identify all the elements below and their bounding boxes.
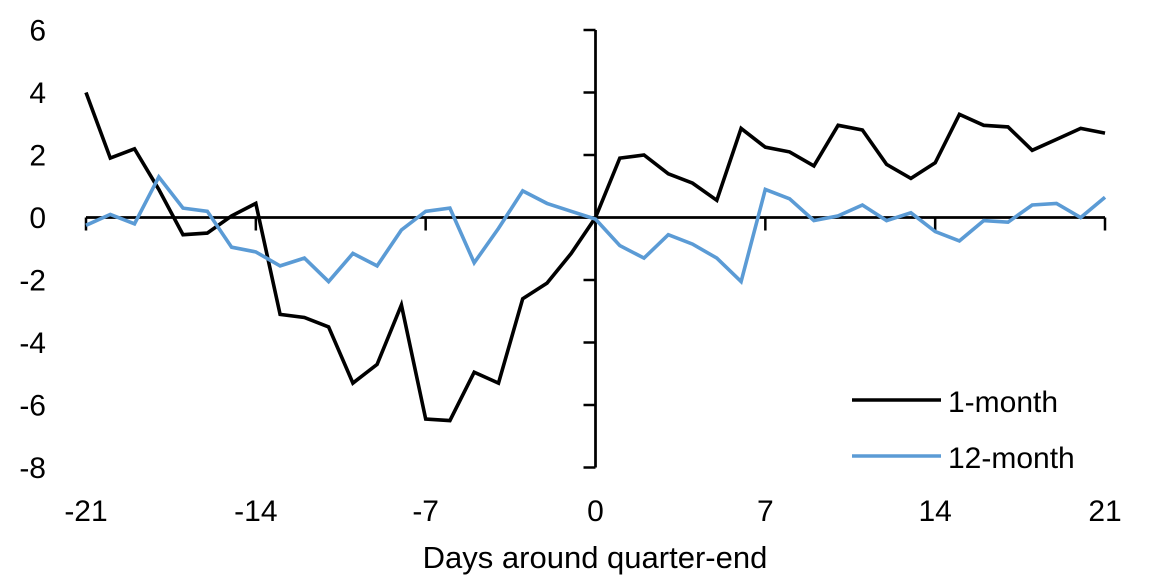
legend-label-1-month: 1-month: [948, 386, 1058, 419]
y-tick-label: -4: [19, 327, 46, 360]
y-tick-label: 2: [29, 140, 46, 173]
y-tick-label: 4: [29, 77, 46, 110]
x-tick-label: 7: [757, 495, 774, 528]
x-tick-label: -7: [412, 495, 439, 528]
y-tick-label: 6: [29, 15, 46, 48]
y-tick-label: -8: [19, 452, 46, 485]
legend-label-12-month: 12-month: [948, 442, 1075, 475]
x-tick-label: 0: [587, 495, 604, 528]
legend: 1-month 12-month: [852, 386, 1075, 475]
x-tick-label: 14: [918, 495, 951, 528]
y-tick-label: 0: [29, 202, 46, 235]
x-tick-label: -21: [64, 495, 107, 528]
y-tick-label: -6: [19, 390, 46, 423]
series-layer: [84, 91, 1107, 423]
tick-label-layer: -21 -14 -7 0 7 14 21 6 4 2 0 -2 -4 -6 -8: [19, 15, 1121, 529]
x-tick-label: -14: [234, 495, 277, 528]
x-tick-label: 21: [1088, 495, 1121, 528]
series-line-12-month: [85, 173, 1107, 286]
y-tick-label: -2: [19, 265, 46, 298]
x-axis-title: Days around quarter-end: [423, 540, 768, 575]
